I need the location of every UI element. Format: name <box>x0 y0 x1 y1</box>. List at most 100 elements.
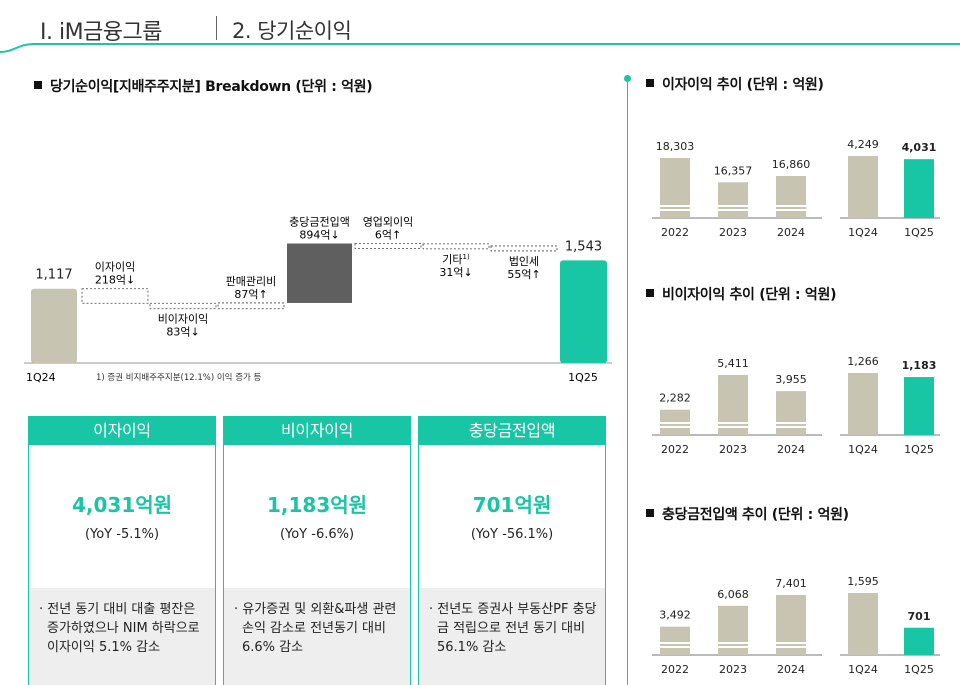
bullet-square-icon <box>34 81 42 89</box>
step-sga <box>217 302 285 310</box>
value-label-2022: 18,303 <box>656 140 695 153</box>
card-yoy: (YoY -5.1%) <box>84 527 160 542</box>
bar-1Q25 <box>904 159 934 218</box>
card-yoy: (YoY -6.6%) <box>279 527 355 542</box>
bar-1Q25 <box>904 627 934 655</box>
axis-break-mark <box>718 209 748 211</box>
axis-break-mark <box>718 426 748 428</box>
xtick-1Q24: 1Q24 <box>848 443 878 456</box>
step-name-sga: 판매관리비 <box>226 275 277 288</box>
bar-1q24 <box>31 288 77 363</box>
bar-2024 <box>776 595 806 655</box>
axis-break-mark <box>660 209 690 211</box>
waterfall-chart: 1,117 이자이익 218억↓ 비이자이익 83억↓ 판매관리비 87억↑ 충… <box>24 215 612 384</box>
axis-break-mark <box>776 209 806 211</box>
axis-break-mark <box>776 205 806 207</box>
step-interest <box>81 288 149 304</box>
bar-1q25 <box>560 260 607 363</box>
card-title: 이자이익 <box>29 417 215 445</box>
axis-break-mark <box>660 422 690 424</box>
axis-break-mark <box>660 646 690 648</box>
step-label-other: 31억↓ <box>439 266 472 279</box>
column-divider <box>627 80 628 685</box>
card-yoy: (YoY -56.1%) <box>470 527 554 542</box>
bullet-square-icon <box>646 79 654 87</box>
step-name-interest: 이자이익 <box>95 261 135 274</box>
axis-break-mark <box>660 642 690 644</box>
bar-2024 <box>776 176 806 218</box>
waterfall-title: 당기순이익[지배주주지분] Breakdown (단위 : 억원) <box>34 76 373 96</box>
noninterest-trend-title: 비이자이익 추이 (단위 : 억원) <box>646 284 836 304</box>
axis-break-mark <box>718 642 748 644</box>
value-label-1Q25: 701 <box>908 610 931 623</box>
card-title: 비이자이익 <box>224 417 410 445</box>
xtick-2024: 2024 <box>777 226 805 239</box>
bar-2024 <box>776 391 806 435</box>
subsection-title: 2. 당기순이익 <box>232 19 352 43</box>
step-label-provision: 894억↓ <box>299 228 339 241</box>
card-title: 충당금전입액 <box>419 417 605 445</box>
step-nonop <box>354 243 422 249</box>
value-label-2023: 6,068 <box>717 588 749 601</box>
value-label-2024: 16,860 <box>772 158 811 171</box>
bar-1Q24 <box>848 156 878 218</box>
bar-1Q25 <box>904 377 934 435</box>
value-label-1Q24: 1,266 <box>847 355 879 368</box>
value-label-1Q24: 4,249 <box>847 138 879 151</box>
bullet-square-icon <box>646 289 654 297</box>
xtick-1Q25: 1Q25 <box>904 443 934 456</box>
step-label-tax: 55억↑ <box>507 268 540 281</box>
value-label-1q25: 1,543 <box>565 239 602 254</box>
axis-break-mark <box>660 205 690 207</box>
axis-break-mark <box>776 642 806 644</box>
value-label-1Q24: 1,595 <box>847 575 879 588</box>
step-name-tax: 법인세 <box>509 255 539 268</box>
axis-break-mark <box>718 422 748 424</box>
value-label-2023: 5,411 <box>717 357 749 370</box>
noninterest-trend-chart: 2,282 2022 5,411 2023 3,955 2024 1,266 1Q24 1,18… <box>652 355 940 456</box>
card-value: 701억원 <box>472 493 552 517</box>
step-noninterest <box>149 302 217 310</box>
step-name-other: 기타1) <box>442 253 470 266</box>
header-divider <box>216 16 217 40</box>
xtick-2022: 2022 <box>661 226 689 239</box>
card-value: 4,031억원 <box>71 493 173 517</box>
value-label-1Q25: 1,183 <box>902 359 937 372</box>
axis-break-mark <box>718 646 748 648</box>
value-label-2022: 3,492 <box>659 609 691 622</box>
value-label-2024: 7,401 <box>775 577 807 590</box>
card-interest: 이자이익 4,031억원 (YoY -5.1%) · 전년 동기 대비 대출 평… <box>28 416 216 685</box>
xtick-1q24: 1Q24 <box>26 371 56 384</box>
card-provision: 충당금전입액 701억원 (YoY -56.1%) · 전년도 증권사 부동산P… <box>418 416 606 685</box>
section-title: Ⅰ. iM금융그룹 <box>40 20 163 45</box>
axis-break-mark <box>660 426 690 428</box>
provision-trend-title: 충당금전입액 추이 (단위 : 억원) <box>646 504 849 524</box>
xtick-2022: 2022 <box>661 663 689 676</box>
card-noninterest: 비이자이익 1,183억원 (YoY -6.6%) · 유가증권 및 외환&파생… <box>223 416 411 685</box>
axis-break-mark <box>776 422 806 424</box>
step-label-noninterest: 83억↓ <box>166 326 199 339</box>
step-other <box>422 243 490 250</box>
xtick-1Q25: 1Q25 <box>904 226 934 239</box>
bar-1Q24 <box>848 593 878 655</box>
step-provision <box>287 243 352 303</box>
interest-trend-title: 이자이익 추이 (단위 : 억원) <box>646 74 824 94</box>
page-header: Ⅰ. iM금융그룹 2. 당기순이익 <box>0 0 960 62</box>
interest-trend-chart: 18,303 2022 16,357 2023 16,860 2024 4,249 1Q24 4… <box>652 138 940 239</box>
bar-2022 <box>660 158 690 218</box>
step-label-sga: 87억↑ <box>234 288 267 301</box>
xtick-1Q25: 1Q25 <box>904 663 934 676</box>
card-description: · 전년 동기 대비 대출 평잔은 증가하였으나 NIM 하락으로 이자이익 5… <box>29 588 215 685</box>
axis-break-mark <box>776 646 806 648</box>
step-name-nonop: 영업외이익 <box>363 215 414 228</box>
waterfall-footnote: 1) 증권 비지배주주지분(12.1%) 이익 증가 등 <box>96 372 262 383</box>
xtick-2024: 2024 <box>777 443 805 456</box>
xtick-1q25: 1Q25 <box>568 371 598 384</box>
step-name-noninterest: 비이자이익 <box>158 313 209 326</box>
card-value: 1,183억원 <box>266 493 368 517</box>
step-name-provision: 충당금전입액 <box>289 215 350 228</box>
card-description: · 전년도 증권사 부동산PF 충당금 적립으로 전년 동기 대비 56.1% … <box>419 588 605 685</box>
step-tax <box>490 245 558 252</box>
bar-2022 <box>660 626 690 655</box>
step-label-nonop: 6억↑ <box>375 228 401 241</box>
